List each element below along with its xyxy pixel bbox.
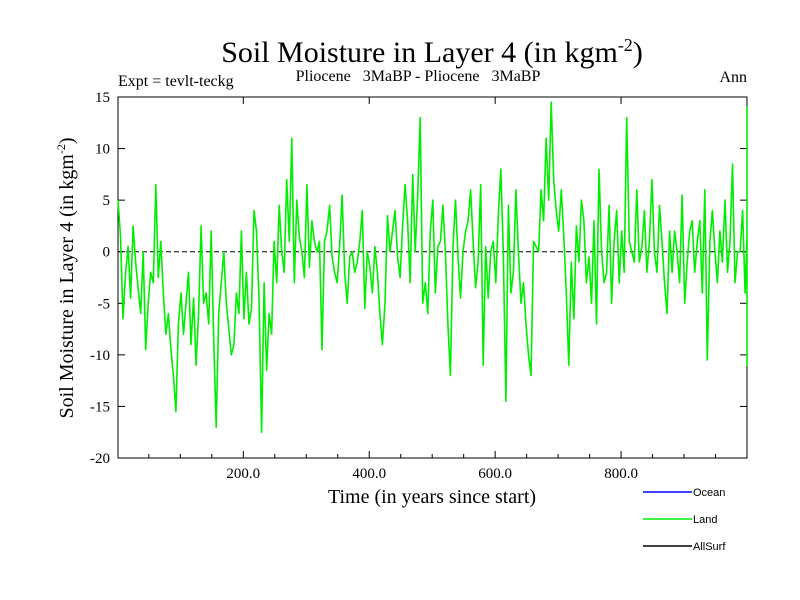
x-tick-label: 600.0 [478, 466, 512, 482]
legend: Ocean Land AllSurf [643, 487, 726, 553]
y-tick-label: -5 [98, 296, 111, 312]
y-tick-label: -10 [90, 348, 110, 364]
legend-label-allsurf: AllSurf [693, 541, 726, 553]
y-tick-label: 5 [103, 193, 111, 209]
period-label: Pliocene 3MaBP - Pliocene 3MaBP [296, 68, 541, 85]
y-tick-label: 10 [95, 142, 110, 158]
x-axis-label: Time (in years since start) [328, 486, 536, 508]
y-tick-label: 0 [103, 245, 111, 261]
season-label: Ann [719, 69, 747, 86]
series-line-land [118, 102, 747, 432]
y-tick-label: 15 [95, 90, 110, 106]
chart-title: Soil Moisture in Layer 4 (in kgm-2) [221, 35, 643, 69]
chart: Soil Moisture in Layer 4 (in kgm-2) Expt… [0, 0, 800, 600]
x-tick-label: 200.0 [226, 466, 260, 482]
legend-label-land: Land [693, 514, 717, 526]
y-axis-label: Soil Moisture in Layer 4 (in kgm-2) [54, 137, 78, 418]
y-tick-label: -15 [90, 399, 110, 415]
legend-label-ocean: Ocean [693, 487, 725, 499]
experiment-label: Expt = tevlt-teckg [118, 73, 234, 90]
x-tick-label: 400.0 [352, 466, 386, 482]
x-tick-label: 800.0 [604, 466, 638, 482]
y-tick-label: -20 [90, 451, 110, 467]
x-axis: 200.0 400.0 600.0 800.0 [149, 97, 716, 482]
